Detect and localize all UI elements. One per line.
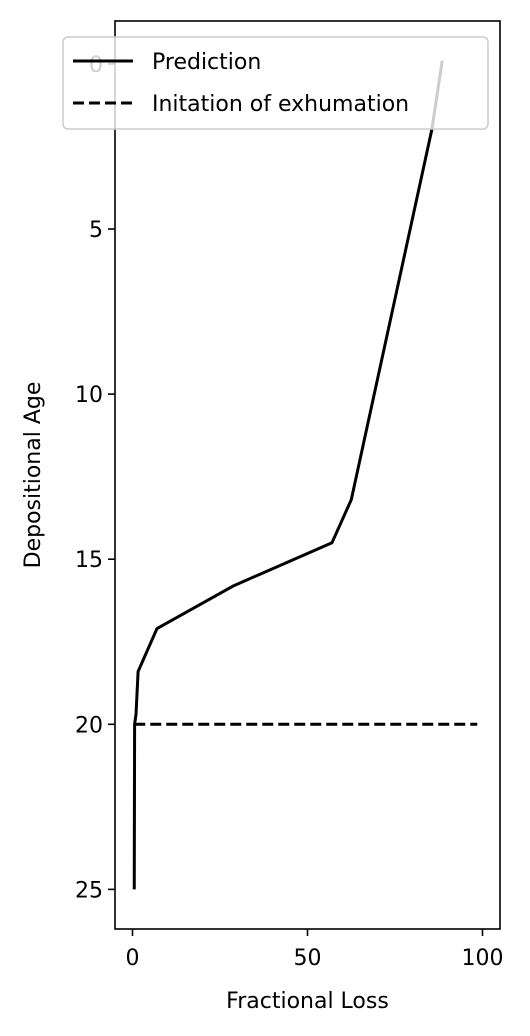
- series-layer: [132, 60, 478, 890]
- axes-layer: 0501000510152025: [75, 20, 504, 971]
- legend: Prediction Initation of exhumation: [62, 36, 489, 130]
- y-tick-label: 25: [75, 878, 103, 903]
- series-line-prediction: [132, 60, 444, 890]
- x-axis-label: Fractional Loss: [226, 989, 389, 1014]
- x-tick-label: 100: [462, 946, 504, 971]
- y-axis-label: Depositional Age: [21, 382, 46, 569]
- x-tick-label: 50: [294, 946, 322, 971]
- legend-box: [62, 36, 489, 130]
- y-tick-label: 5: [89, 218, 103, 243]
- y-tick-label: 20: [75, 713, 103, 738]
- labels-layer: Fractional Loss Depositional Age: [21, 382, 389, 1014]
- legend-label: Prediction: [152, 50, 261, 75]
- y-tick-label: 10: [75, 383, 103, 408]
- y-tick-label: 15: [75, 548, 103, 573]
- x-tick-label: 0: [126, 946, 140, 971]
- legend-label: Initation of exhumation: [152, 92, 409, 117]
